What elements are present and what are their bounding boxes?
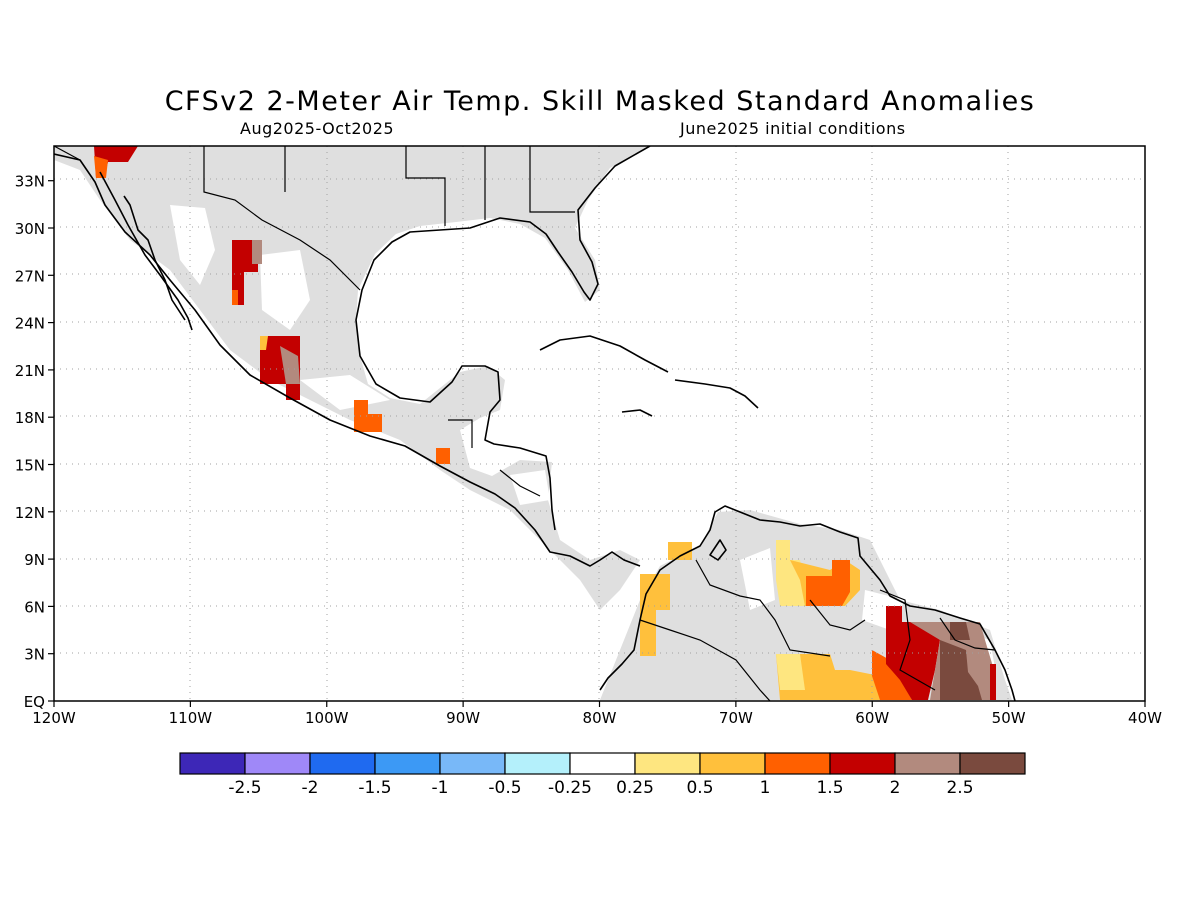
lat-tick-label: EQ <box>24 693 45 711</box>
colorbar-swatch <box>309 752 376 775</box>
colorbar-label: 2 <box>890 778 901 798</box>
latitude-axis: EQ 3N 6N 9N 12N 15N 18N 21N 24N 27N 30N 33N <box>15 173 54 711</box>
lon-tick-label: 70W <box>719 709 753 727</box>
map-body <box>54 146 1145 701</box>
lon-tick-label: 100W <box>305 709 349 727</box>
colorbar-label: 0.5 <box>686 778 713 798</box>
colorbar: -2.5 -2 -1.5 -1 -0.5 -0.25 0.25 0.5 1 1.5 2 2.5 <box>179 752 1026 798</box>
colorbar-swatch <box>634 752 701 775</box>
lon-tick-label: 90W <box>446 709 480 727</box>
lat-tick-label: 24N <box>15 315 45 333</box>
lat-tick-label: 21N <box>15 362 45 380</box>
lon-tick-label: 80W <box>583 709 617 727</box>
longitude-axis: 120W 110W 100W 90W 80W 70W 60W 50W 40W <box>32 701 1162 727</box>
colorbar-label: -0.5 <box>488 778 521 798</box>
lon-tick-label: 50W <box>992 709 1026 727</box>
lon-tick-label: 120W <box>32 709 76 727</box>
colorbar-swatch <box>959 752 1026 775</box>
colorbar-swatch <box>894 752 961 775</box>
lat-tick-label: 6N <box>24 598 45 616</box>
initial-conditions: June2025 initial conditions <box>680 119 906 138</box>
lat-tick-label: 33N <box>15 173 45 191</box>
colorbar-swatch <box>244 752 311 775</box>
colorbar-swatch <box>829 752 896 775</box>
borders <box>54 146 996 701</box>
lon-tick-label: 110W <box>169 709 213 727</box>
colorbar-label: -2.5 <box>228 778 261 798</box>
lat-tick-label: 3N <box>24 646 45 664</box>
colorbar-swatch <box>374 752 441 775</box>
colorbar-swatch <box>504 752 571 775</box>
colorbar-label: -2 <box>302 778 319 798</box>
colorbar-label: 1.5 <box>816 778 843 798</box>
colorbar-label: -1.5 <box>358 778 391 798</box>
colorbar-label: -1 <box>432 778 449 798</box>
colorbar-label: 2.5 <box>946 778 973 798</box>
colorbar-label: 0.25 <box>616 778 654 798</box>
lat-tick-label: 30N <box>15 220 45 238</box>
colorbar-swatch <box>179 752 246 775</box>
lon-tick-label: 60W <box>855 709 889 727</box>
lat-tick-label: 9N <box>24 551 45 569</box>
colorbar-label: 1 <box>760 778 771 798</box>
valid-period: Aug2025-Oct2025 <box>240 119 395 138</box>
colorbar-swatch <box>764 752 831 775</box>
colorbar-swatch <box>699 752 766 775</box>
lat-tick-label: 18N <box>15 409 45 427</box>
colorbar-swatch <box>439 752 506 775</box>
lon-tick-label: 40W <box>1128 709 1162 727</box>
grid-lines <box>54 146 1145 701</box>
lat-tick-label: 12N <box>15 504 45 522</box>
colorbar-label: -0.25 <box>548 778 592 798</box>
lat-tick-label: 15N <box>15 457 45 475</box>
map-title: CFSv2 2-Meter Air Temp. Skill Masked Sta… <box>164 86 1036 117</box>
colorbar-swatch <box>569 752 636 775</box>
coastlines <box>54 146 1016 701</box>
lat-tick-label: 27N <box>15 267 45 285</box>
anomaly-patches <box>94 146 996 700</box>
